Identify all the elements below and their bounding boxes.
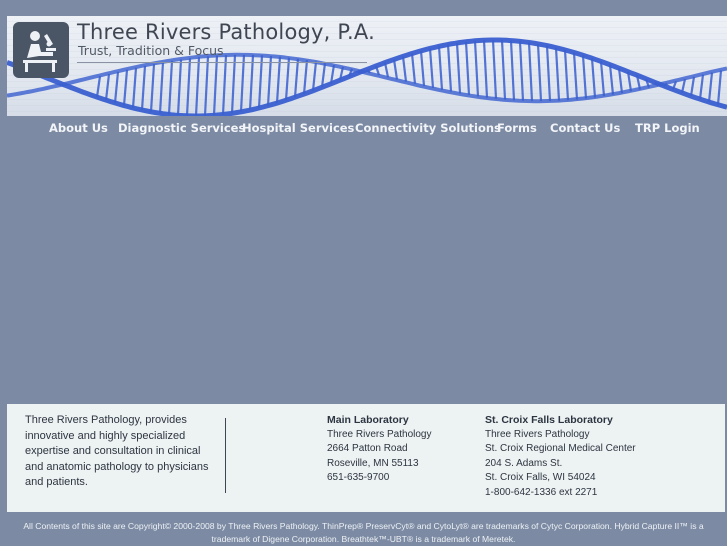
nav-trp-login[interactable]: TRP Login: [635, 121, 700, 135]
stcroix-lab-line: St. Croix Regional Medical Center: [485, 443, 636, 455]
nav-connectivity-solutions[interactable]: Connectivity Solutions: [355, 121, 501, 135]
logo[interactable]: [13, 22, 69, 78]
nav-about-us[interactable]: About Us: [49, 121, 108, 135]
tagline-rule: [77, 62, 367, 63]
nav-contact-us[interactable]: Contact Us: [550, 121, 621, 135]
main-lab-name: Main Laboratory: [327, 414, 409, 426]
site-tagline: Trust, Tradition & Focus: [78, 43, 224, 58]
dna-helix-graphic: [7, 37, 727, 116]
stcroix-lab-phone: 1-800-642-1336 ext 2271: [485, 486, 598, 498]
main-lab-phone: 651-635-9700: [327, 472, 390, 484]
site-header: Three Rivers Pathology, P.A. Trust, Trad…: [7, 16, 727, 116]
main-navigation: About Us Diagnostic Services Hospital Se…: [7, 116, 727, 140]
stcroix-lab-line: St. Croix Falls, WI 54024: [485, 472, 596, 484]
nav-forms[interactable]: Forms: [497, 121, 537, 135]
info-panel: Three Rivers Pathology, provides innovat…: [7, 404, 725, 512]
stcroix-laboratory: St. Croix Falls Laboratory Three Rivers …: [485, 413, 636, 501]
panel-divider: [225, 418, 226, 493]
about-text: Three Rivers Pathology, provides innovat…: [25, 414, 209, 488]
stcroix-lab-line: 204 S. Adams St.: [485, 457, 563, 469]
main-lab-line: 2664 Patton Road: [327, 443, 408, 455]
nav-hospital-services[interactable]: Hospital Services: [242, 121, 355, 135]
stcroix-lab-name: St. Croix Falls Laboratory: [485, 414, 613, 426]
footer-copyright: All Contents of this site are Copyright©…: [23, 521, 704, 544]
nav-diagnostic-services[interactable]: Diagnostic Services: [118, 121, 246, 135]
main-lab-line: Roseville, MN 55113: [327, 457, 419, 469]
microscope-person-icon: [23, 31, 57, 72]
main-lab-line: Three Rivers Pathology: [327, 428, 432, 440]
site-title: Three Rivers Pathology, P.A.: [77, 20, 375, 44]
stcroix-lab-line: Three Rivers Pathology: [485, 428, 590, 440]
main-laboratory: Main Laboratory Three Rivers Pathology 2…: [327, 413, 432, 486]
